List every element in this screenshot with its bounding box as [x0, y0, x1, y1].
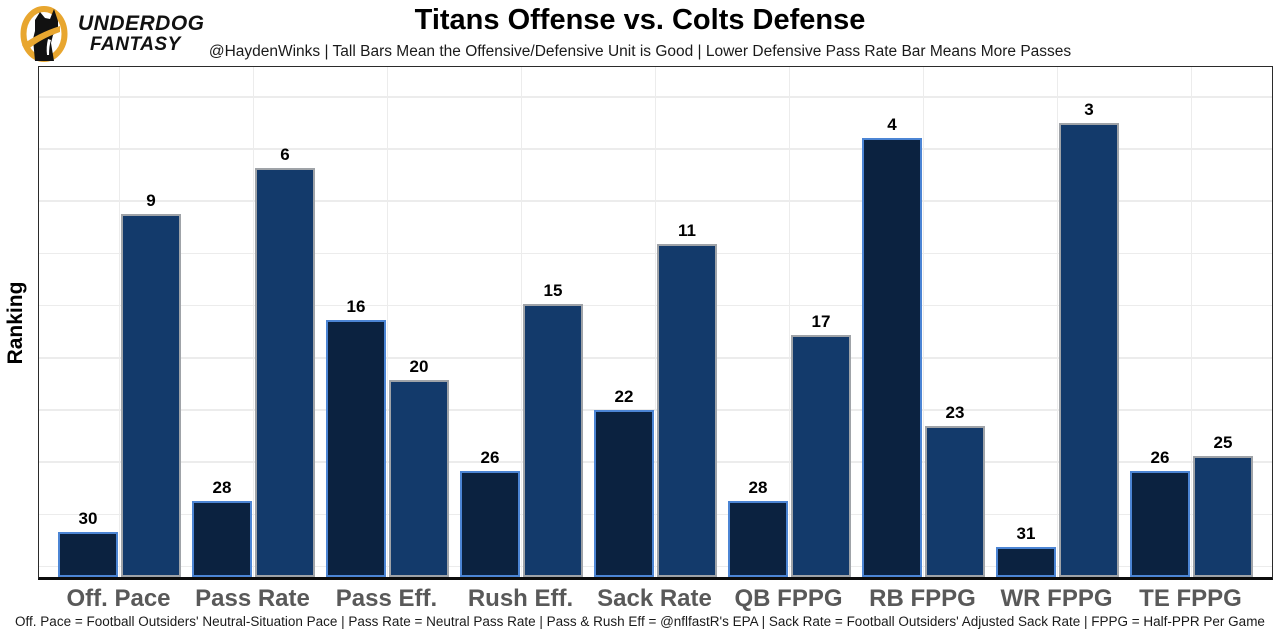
- bar-offense-Off. Pace: [58, 531, 118, 577]
- bar-offense-Rush Eff.: [460, 471, 520, 577]
- gridline-vertical: [1056, 67, 1059, 577]
- bar-value-label: 15: [543, 281, 563, 301]
- brand-logo: UNDERDOG FANTASY: [20, 5, 205, 70]
- plot-area: 30 28 16 26 22 28 4 31 26 9 6 20 15 11 17 23 3 25: [38, 66, 1273, 580]
- bar-defense-RB FPPG: [925, 425, 985, 577]
- bar-value-label: 3: [1084, 99, 1094, 119]
- bar-value-label: 16: [346, 296, 366, 316]
- bar-value-label: 20: [409, 357, 429, 377]
- chart-title: Titans Offense vs. Colts Defense: [414, 4, 866, 36]
- bar-value-label: 17: [811, 311, 831, 331]
- x-tick-label: Pass Rate: [195, 585, 310, 612]
- bar-value-label: 26: [1150, 448, 1170, 468]
- gridline-vertical: [118, 67, 121, 577]
- gridline-vertical: [922, 67, 925, 577]
- x-axis: Off. Pace Pass Rate Pass Eff. Rush Eff. Sack…: [38, 585, 1273, 612]
- bar-defense-Pass Rate: [255, 168, 315, 577]
- bar-value-label: 28: [748, 478, 768, 498]
- bar-value-label: 26: [480, 448, 500, 468]
- bar-defense-Pass Eff.: [389, 380, 449, 577]
- x-tick-label: Rush Eff.: [467, 585, 574, 612]
- x-tick-label: RB FPPG: [869, 585, 976, 612]
- bar-offense-WR FPPG: [996, 546, 1056, 577]
- brand-line2: FANTASY: [90, 34, 181, 56]
- bar-defense-Rush Eff.: [523, 304, 583, 577]
- bar-value-label: 23: [945, 402, 965, 422]
- gridline-vertical: [654, 67, 657, 577]
- bar-value-label: 11: [678, 220, 696, 240]
- x-tick-label: Off. Pace: [66, 585, 171, 612]
- bar-offense-Pass Rate: [192, 501, 252, 577]
- x-tick-label: WR FPPG: [1000, 585, 1113, 612]
- bar-defense-TE FPPG: [1193, 455, 1253, 577]
- underdog-dog-icon: [20, 5, 70, 70]
- gridline-vertical: [252, 67, 255, 577]
- bar-offense-Sack Rate: [594, 410, 654, 577]
- chart-subtitle: @HaydenWinks | Tall Bars Mean the Offens…: [208, 43, 1072, 60]
- gridline-vertical: [1190, 67, 1193, 577]
- x-tick-label: TE FPPG: [1139, 585, 1242, 612]
- bar-offense-TE FPPG: [1130, 471, 1190, 577]
- bar-value-label: 28: [212, 478, 232, 498]
- bar-offense-Pass Eff.: [326, 319, 386, 577]
- x-tick-label: Sack Rate: [597, 585, 712, 612]
- bar-defense-QB FPPG: [791, 334, 851, 577]
- brand-wordmark: UNDERDOG FANTASY: [78, 12, 205, 56]
- bar-defense-Sack Rate: [657, 243, 717, 577]
- bar-value-label: 22: [614, 387, 634, 407]
- footnote: Off. Pace = Football Outsiders' Neutral-…: [15, 614, 1265, 629]
- brand-line1: UNDERDOG: [78, 12, 205, 35]
- y-axis-label: Ranking: [4, 281, 27, 365]
- bar-defense-Off. Pace: [121, 213, 181, 577]
- x-tick-label: Pass Eff.: [335, 585, 438, 612]
- bar-offense-QB FPPG: [728, 501, 788, 577]
- bar-defense-WR FPPG: [1059, 122, 1119, 577]
- bar-value-label: 4: [887, 114, 897, 134]
- bar-value-label: 30: [78, 508, 98, 528]
- bar-value-label: 25: [1213, 432, 1233, 452]
- bar-value-label: 6: [280, 145, 290, 165]
- bar-value-label: 9: [146, 190, 156, 210]
- gridline-vertical: [788, 67, 791, 577]
- bar-offense-RB FPPG: [862, 137, 922, 577]
- gridline-vertical: [520, 67, 523, 577]
- x-tick-label: QB FPPG: [734, 585, 843, 612]
- bar-value-label: 31: [1016, 523, 1036, 543]
- gridline-vertical: [386, 67, 389, 577]
